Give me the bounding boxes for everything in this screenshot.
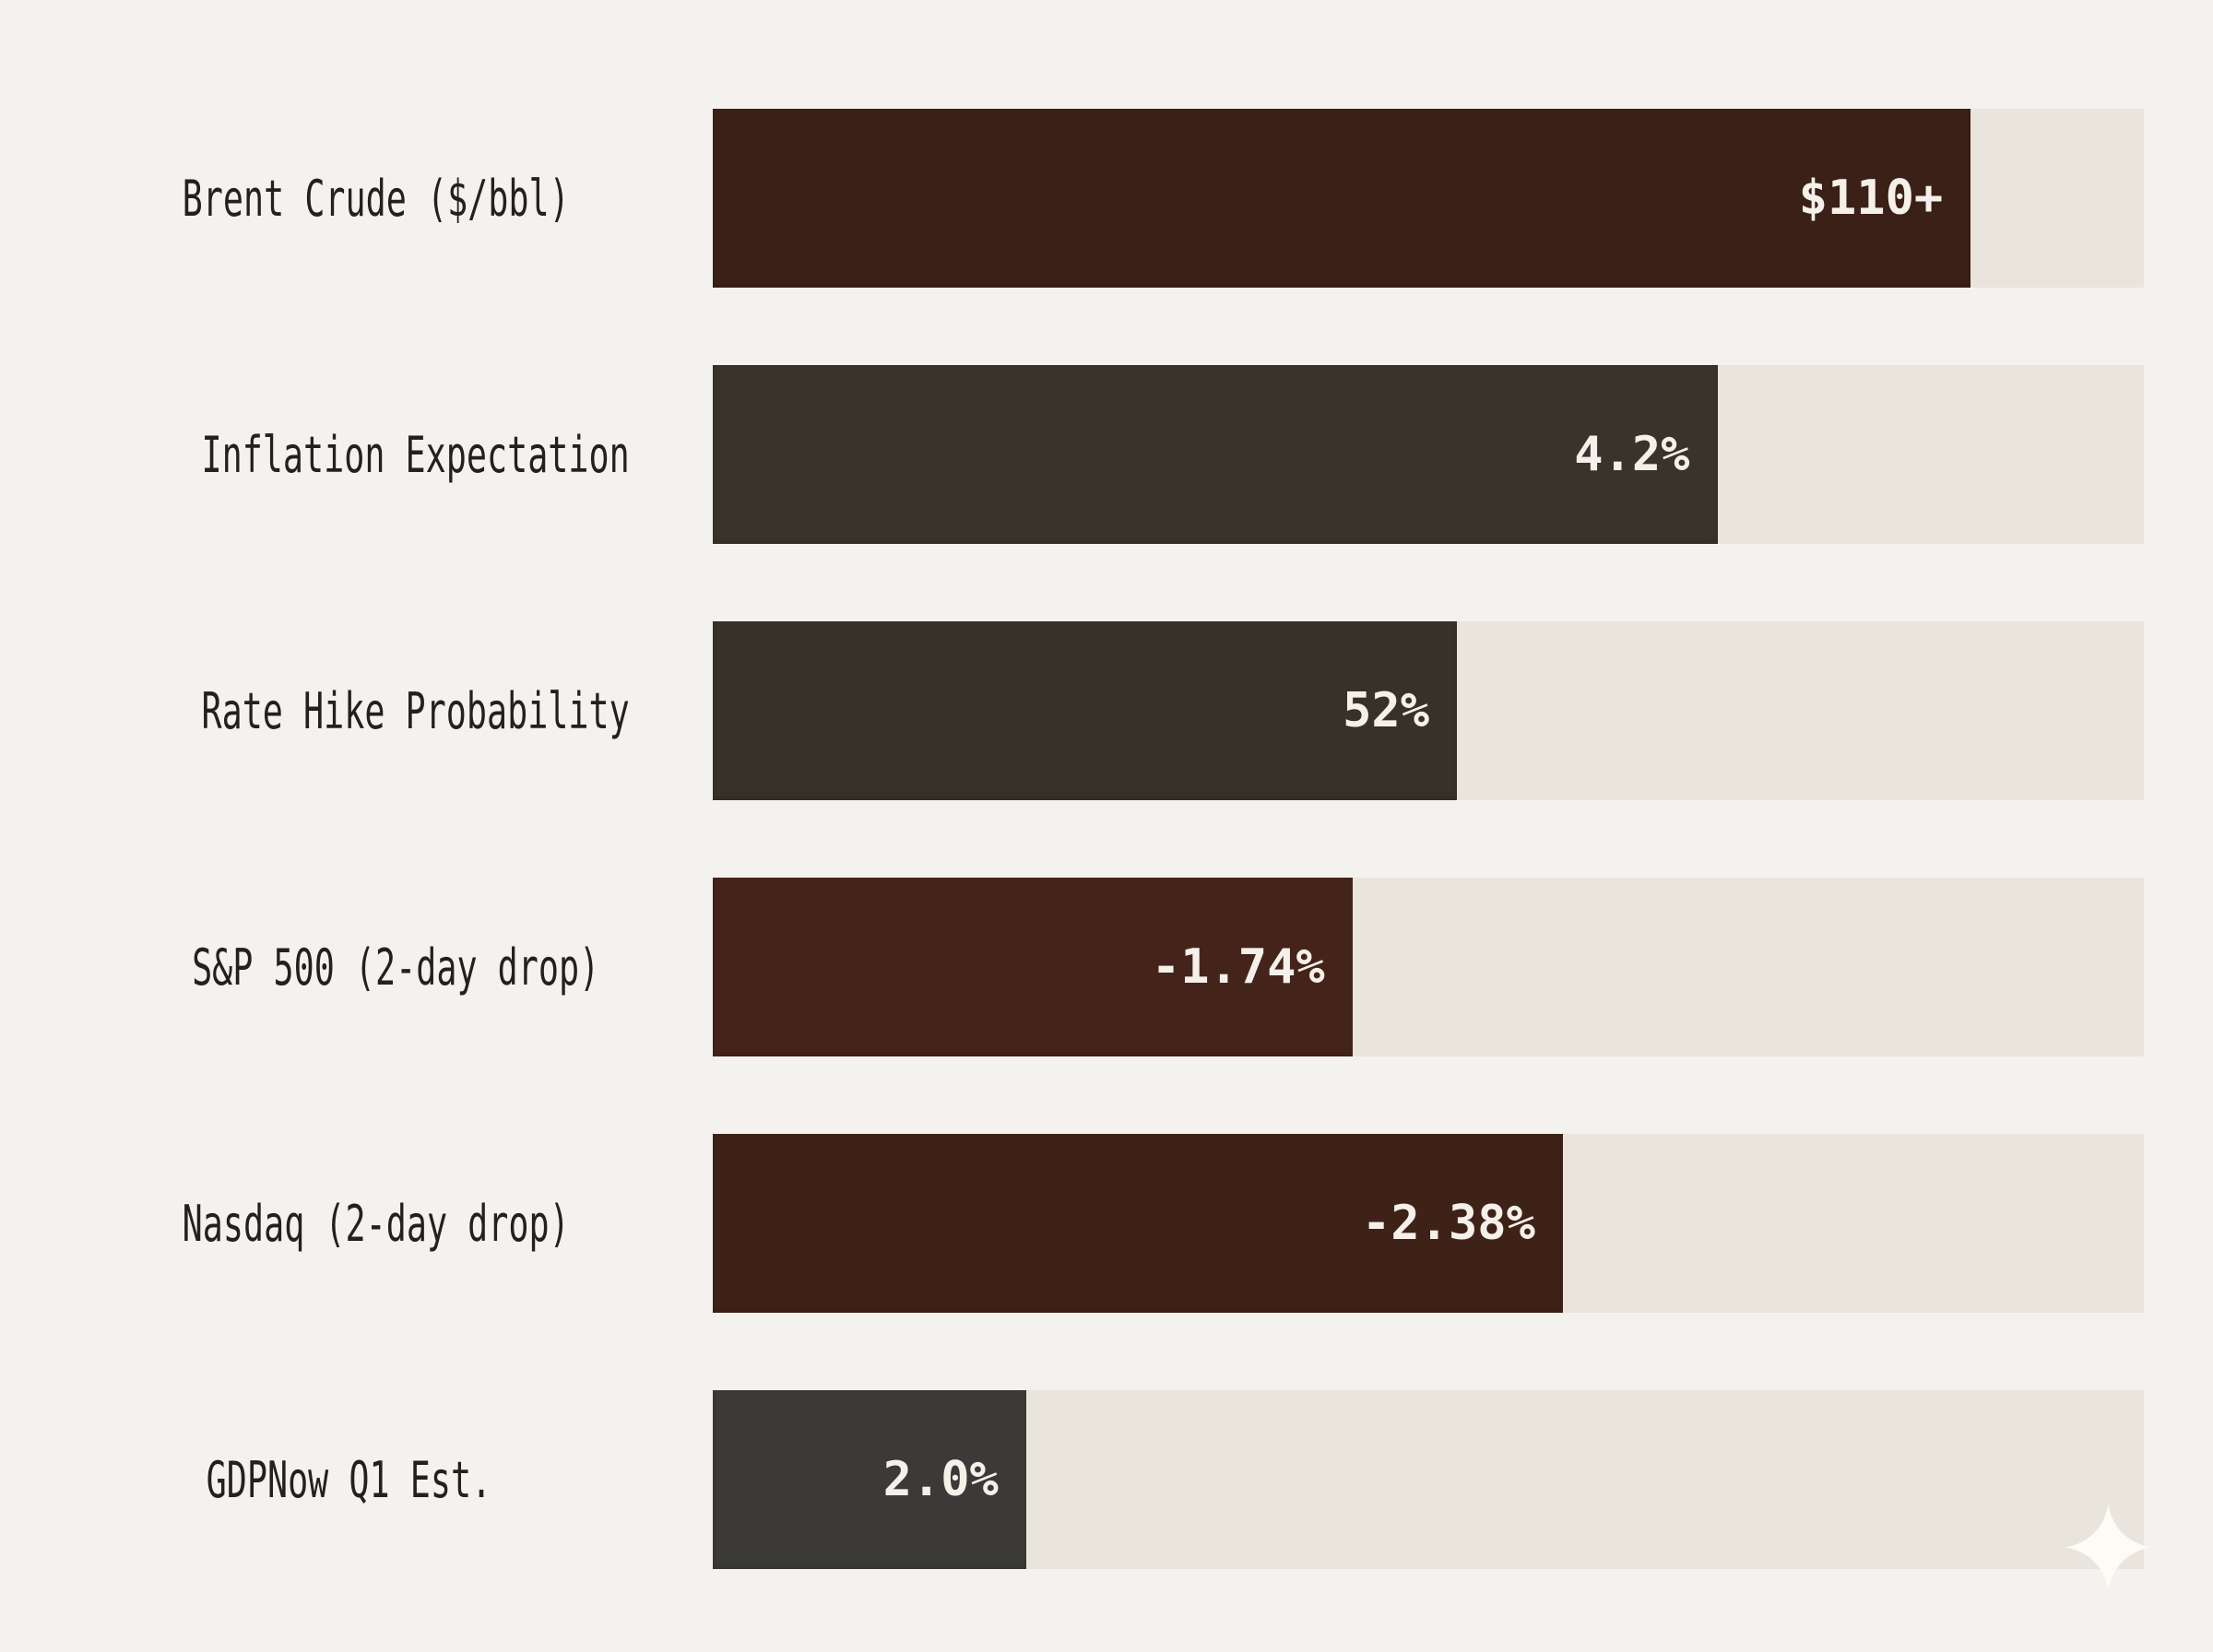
bar-label: Brent Crude ($/bbl) [0, 170, 713, 228]
bar-value: -2.38% [1362, 1196, 1535, 1251]
bar-value: $110+ [1798, 171, 1944, 226]
bar-label: S&P 500 (2-day drop) [0, 938, 713, 997]
bar-track: -2.38% [713, 1134, 2144, 1313]
bar-fill: -2.38% [713, 1134, 1563, 1313]
bar-label: Inflation Expectation [0, 426, 713, 484]
bar-track: -1.74% [713, 878, 2144, 1056]
bar-row: S&P 500 (2-day drop) -1.74% [0, 878, 2213, 1056]
bar-fill: $110+ [713, 109, 1971, 288]
bar-fill: -1.74% [713, 878, 1353, 1056]
bar-fill: 4.2% [713, 365, 1718, 544]
bar-row: Rate Hike Probability 52% [0, 621, 2213, 800]
bar-label-text: Nasdaq (2-day drop) [182, 1194, 570, 1253]
bar-row: Inflation Expectation 4.2% [0, 365, 2213, 544]
bar-value: 4.2% [1574, 427, 1690, 482]
bar-track: 52% [713, 621, 2144, 800]
bar-label: Nasdaq (2-day drop) [0, 1195, 713, 1253]
bar-fill: 2.0% [713, 1390, 1026, 1569]
bar-label: GDPNow Q1 Est. [0, 1451, 713, 1509]
bar-label-text: Brent Crude ($/bbl) [182, 169, 570, 228]
bar-label-text: Inflation Expectation [201, 425, 630, 484]
bar-track: 4.2% [713, 365, 2144, 544]
bar-row: Brent Crude ($/bbl) $110+ [0, 109, 2213, 288]
bar-track: 2.0% [713, 1390, 2144, 1569]
bar-row: GDPNow Q1 Est. 2.0% [0, 1390, 2213, 1569]
sparkle-icon [2065, 1504, 2152, 1591]
bar-fill: 52% [713, 621, 1458, 800]
bar-value: 2.0% [882, 1452, 999, 1507]
bar-label-text: S&P 500 (2-day drop) [192, 938, 600, 997]
bar-value: -1.74% [1151, 939, 1325, 995]
bar-label: Rate Hike Probability [0, 682, 713, 740]
bar-value: 52% [1343, 683, 1430, 738]
bar-track: $110+ [713, 109, 2144, 288]
bar-row: Nasdaq (2-day drop) -2.38% [0, 1134, 2213, 1313]
bar-label-text: Rate Hike Probability [201, 681, 630, 740]
bar-label-text: GDPNow Q1 Est. [206, 1450, 491, 1509]
